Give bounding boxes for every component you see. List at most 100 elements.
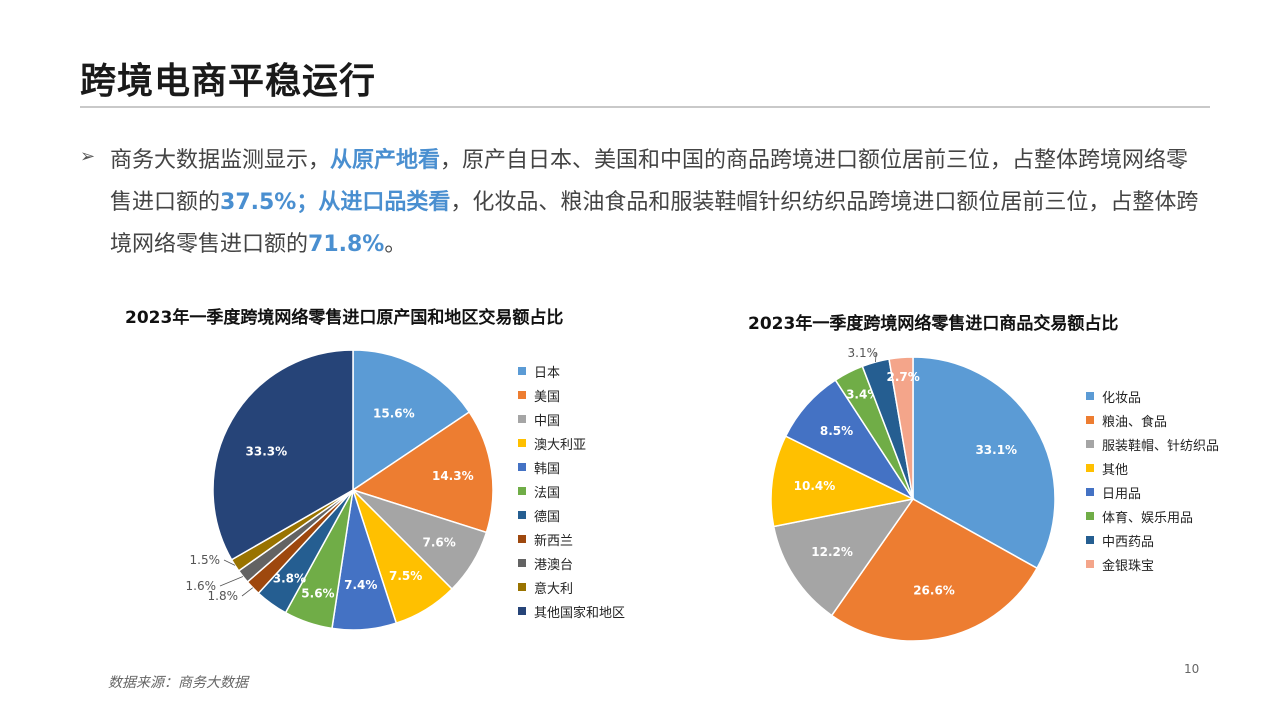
summary-text: 商务大数据监测显示，从原产地看，原产自日本、美国和中国的商品跨境进口额位居前三位… — [110, 140, 1200, 266]
chart1-legend-item-8: 港澳台 — [518, 551, 625, 575]
page-number: 10 — [1184, 662, 1200, 676]
chart1-label-2: 7.6% — [422, 535, 455, 549]
chart1-slice-0 — [352, 349, 471, 492]
chart1-legend-swatch-9 — [518, 583, 526, 591]
chart1-label-5: 5.6% — [301, 586, 334, 600]
chart1-legend-item-1: 美国 — [518, 383, 625, 407]
chart1-label-10: 33.3% — [246, 444, 288, 458]
chart1-label-8: 1.6% — [186, 579, 217, 593]
chart1-legend-swatch-4 — [518, 463, 526, 471]
chart1-label-7: 1.8% — [208, 589, 239, 603]
chart2-label-2: 12.2% — [811, 545, 853, 559]
chart2-legend-item-5: 体育、娱乐用品 — [1086, 504, 1219, 528]
chart2-legend-label-4: 日用品 — [1102, 486, 1142, 502]
chart2-legend-label-6: 中西药品 — [1102, 534, 1155, 550]
chart1-legend-swatch-6 — [518, 511, 526, 519]
summary-part-1: 商务大数据监测显示， — [110, 148, 331, 173]
chart1-legend-swatch-1 — [518, 391, 526, 399]
chart1-legend-item-10: 其他国家和地区 — [518, 599, 625, 623]
chart1-legend-label-8: 港澳台 — [534, 557, 574, 573]
summary-highlight-origin: 从原产地看 — [330, 148, 441, 173]
chart1-legend-label-9: 意大利 — [534, 581, 574, 597]
chart1-legend-label-2: 中国 — [534, 413, 561, 429]
chart2-legend-swatch-4 — [1086, 488, 1094, 496]
chart2-label-0: 33.1% — [975, 443, 1017, 457]
chart2-legend-item-6: 中西药品 — [1086, 528, 1219, 552]
chart1-legend-swatch-10 — [518, 607, 526, 615]
chart2-legend-item-3: 其他 — [1086, 456, 1219, 480]
chart1-legend-label-10: 其他国家和地区 — [534, 605, 626, 621]
chart1-title: 2023年一季度跨境网络零售进口原产国和地区交易额占比 — [125, 308, 564, 328]
chart2-title: 2023年一季度跨境网络零售进口商品交易额占比 — [748, 314, 1119, 334]
chart1-legend-item-0: 日本 — [518, 359, 625, 383]
chart2-legend-label-7: 金银珠宝 — [1102, 558, 1155, 574]
chart1-legend: 日本 美国 中国 澳大利亚 韩国 法国 德国 新西兰 港澳台 意大利 其他国家和地区 — [518, 359, 625, 623]
summary-bullet: ➢ 商务大数据监测显示，从原产地看，原产自日本、美国和中国的商品跨境进口额位居前… — [80, 140, 1200, 266]
chart2-legend-item-2: 服装鞋帽、针纺织品 — [1086, 432, 1219, 456]
chart2-slice-0 — [912, 356, 1056, 570]
chart1-label-6: 3.8% — [273, 572, 306, 586]
chart2-legend-swatch-2 — [1086, 440, 1094, 448]
chart2-legend-swatch-6 — [1086, 536, 1094, 544]
chart1-legend-item-7: 新西兰 — [518, 527, 625, 551]
title-divider — [80, 106, 1210, 108]
chart1-legend-swatch-7 — [518, 535, 526, 543]
chart1-legend-item-4: 韩国 — [518, 455, 625, 479]
chart1-legend-label-3: 澳大利亚 — [534, 437, 587, 453]
chart1-label-1: 14.3% — [432, 469, 474, 483]
summary-highlight-category: 37.5%；从进口品类看 — [220, 190, 451, 215]
chart2-legend-swatch-3 — [1086, 464, 1094, 472]
summary-part-4: 。 — [384, 232, 407, 257]
page-title: 跨境电商平稳运行 — [80, 61, 377, 102]
chart2-legend-item-0: 化妆品 — [1086, 384, 1219, 408]
chart1-pie: 15.6% 14.3% 7.6% 7.5% 7.4% 5.6%3.8% 1.8%1.6% 1.… — [186, 349, 494, 631]
chart1-label-0: 15.6% — [373, 406, 415, 420]
chart2-legend: 化妆品粮油、食品服装鞋帽、针纺织品 其他日用品体育、娱乐用品中西药品金银珠宝 — [1086, 384, 1219, 576]
chart1-legend-label-0: 日本 — [534, 365, 561, 381]
chart1-legend-swatch-2 — [518, 415, 526, 423]
chart1-legend-swatch-0 — [518, 367, 526, 375]
chart2-label-3: 10.4% — [794, 479, 836, 493]
chart1-legend-label-4: 韩国 — [534, 461, 561, 477]
chart1-legend-label-7: 新西兰 — [534, 533, 574, 549]
chart2-slice-2 — [772, 497, 915, 617]
chart1-leader-9 — [223, 559, 236, 566]
chart2-slice-7 — [888, 356, 914, 500]
chart1-legend-swatch-3 — [518, 439, 526, 447]
chart1-slice-1 — [351, 410, 494, 534]
chart2-legend-label-2: 服装鞋帽、针纺织品 — [1102, 438, 1220, 454]
chart2-legend-swatch-1 — [1086, 416, 1094, 424]
chart1-leader-7 — [241, 587, 254, 597]
chart1-leader-8 — [219, 576, 244, 587]
chart1-legend-swatch-8 — [518, 559, 526, 567]
summary-part-3: ，化妆品、粮油食品和服装鞋帽针织纺织品跨境进口额位居前三位，占整体跨境网络零售进… — [110, 190, 1199, 257]
chart2-label-4: 8.5% — [820, 424, 853, 438]
chart1-label-4: 7.4% — [344, 578, 377, 592]
chart2-legend-label-3: 其他 — [1102, 462, 1129, 478]
summary-part-2: ，原产自日本、美国和中国的商品跨境进口额位居前三位，占整体跨境网络零售进口额的 — [110, 148, 1189, 215]
chart1-legend-item-3: 澳大利亚 — [518, 431, 625, 455]
chart2-legend-swatch-5 — [1086, 512, 1094, 520]
chart2-label-7: 2.7% — [886, 370, 919, 384]
chart2-label-6: 3.1% — [848, 346, 879, 360]
chart2-label-1: 26.6% — [913, 583, 955, 597]
data-source-note: 数据来源：商务大数据 — [108, 675, 248, 691]
chart1-legend-item-2: 中国 — [518, 407, 625, 431]
chart2-legend-swatch-7 — [1086, 560, 1094, 568]
chart2-slice-1 — [830, 498, 1039, 642]
chart1-label-9: 1.5% — [190, 553, 221, 567]
chart2-legend-item-1: 粮油、食品 — [1086, 408, 1219, 432]
chart2-legend-item-7: 金银珠宝 — [1086, 552, 1219, 576]
chart2-legend-label-0: 化妆品 — [1102, 390, 1142, 406]
chart1-legend-label-5: 法国 — [534, 485, 561, 501]
chart2-legend-item-4: 日用品 — [1086, 480, 1219, 504]
arrow-bullet-icon: ➢ — [80, 146, 96, 167]
summary-highlight-share: 71.8% — [308, 232, 385, 257]
chart2-pie: 33.1%26.6%12.2%10.4%8.5%3.4%3.1%2.7% — [770, 346, 1056, 642]
chart1-legend-label-1: 美国 — [534, 389, 561, 405]
chart1-label-3: 7.5% — [389, 569, 422, 583]
chart1-legend-swatch-5 — [518, 487, 526, 495]
chart2-legend-label-1: 粮油、食品 — [1102, 414, 1168, 430]
chart2-slice-3 — [770, 435, 916, 528]
chart1-slice-10 — [212, 349, 354, 561]
